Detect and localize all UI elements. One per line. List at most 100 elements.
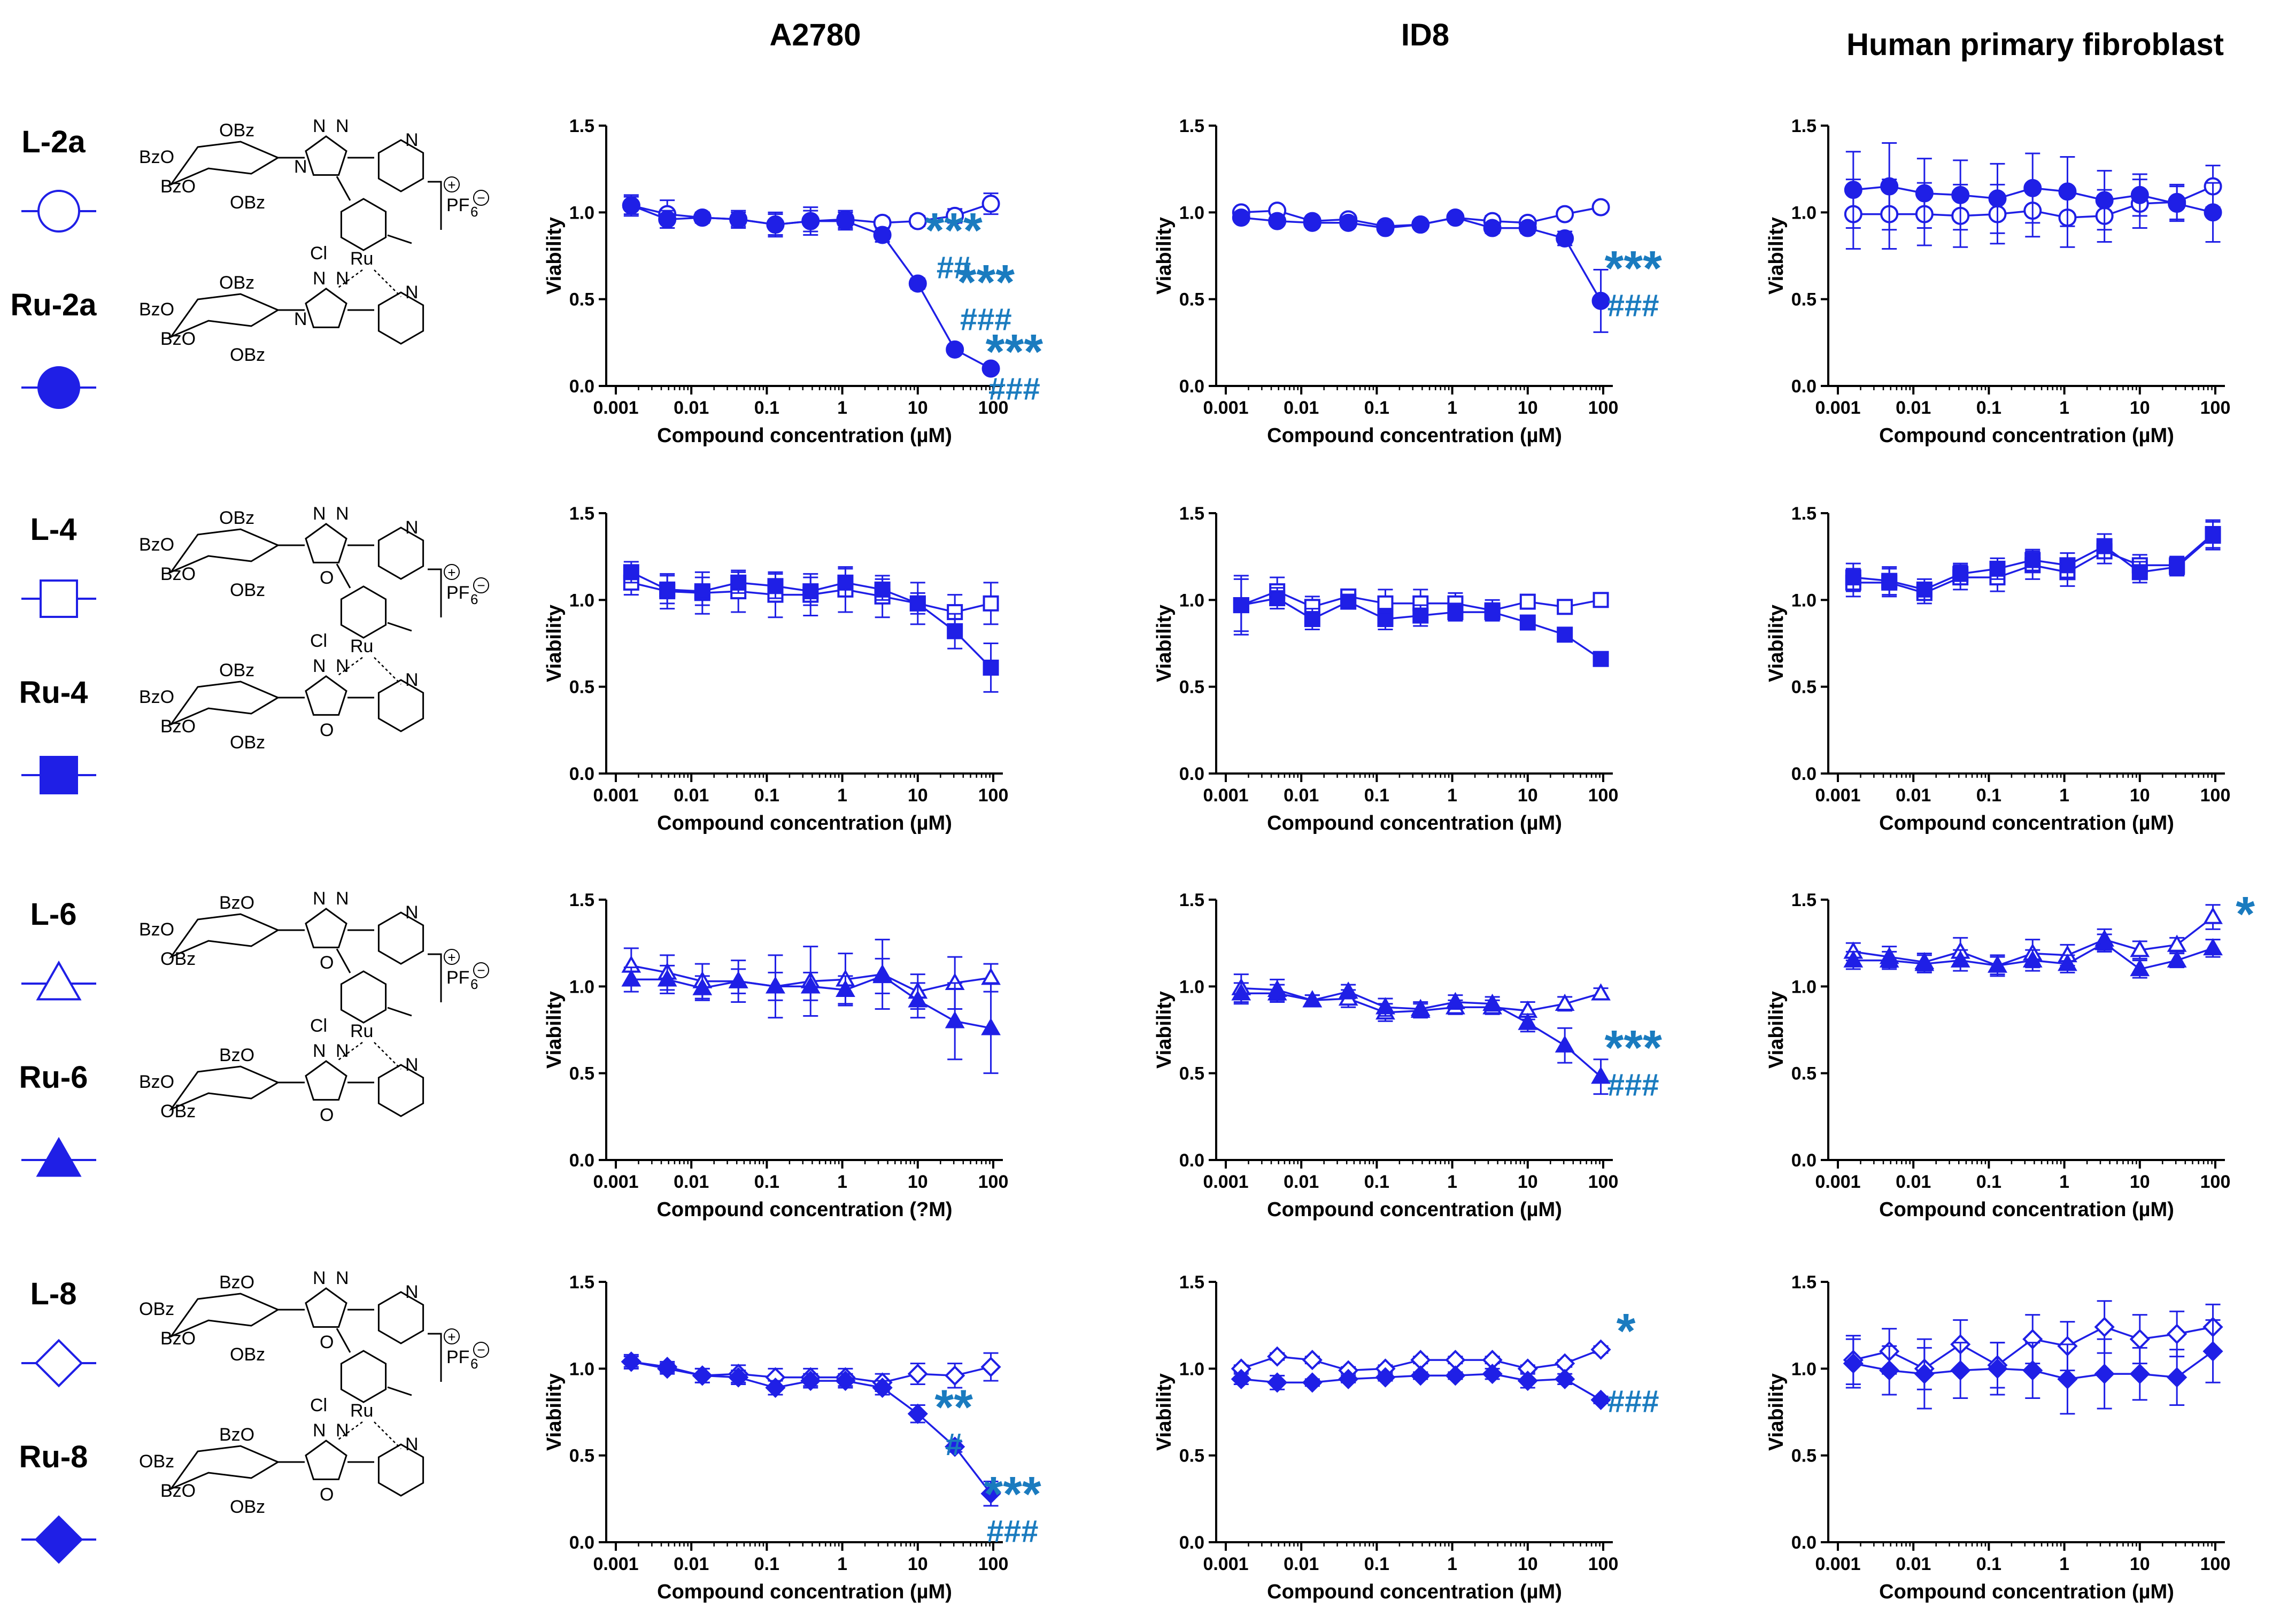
data-point-ru-2a [1556,229,1574,248]
data-point-ru-4 [623,564,639,581]
x-tick-label: 0.01 [1896,398,1931,418]
data-point-l-8 [1267,1346,1288,1367]
x-tick-label: 0.01 [1284,398,1319,418]
sugar-substituent-label: BzO [139,147,174,167]
data-point-l-8 [945,1365,965,1386]
data-point-ru-4 [767,578,784,594]
x-tick-label: 1 [837,785,847,806]
column-titles: A2780 ID8 Human primary fibroblast [770,18,2224,62]
data-point-l-8 [1302,1350,1323,1371]
x-tick-label: 0.1 [1976,1554,2001,1574]
y-tick-label: 0.0 [569,1533,594,1553]
data-point-ru-4 [1845,569,1861,586]
sugar-substituent-label: BzO [219,1272,254,1293]
significance-hashes: ### [988,372,1040,407]
atom-label-cl: Cl [310,1395,327,1416]
x-tick-label: 1 [837,1554,847,1574]
y-tick-label: 0.5 [1791,1064,1817,1084]
data-point-ru-4 [2024,552,2041,568]
data-point-ru-8 [657,1358,678,1379]
sugar-substituent-label: BzO [139,535,174,555]
y-tick-label: 0.0 [1179,1533,1204,1553]
significance-annotation: ***### [957,256,1015,337]
square-open-legend-icon [40,579,78,618]
data-point-ru-4 [1952,566,1969,582]
atom-label-n: N [294,309,307,329]
data-point-ru-2a [693,208,712,227]
charge-circle [473,577,489,593]
x-tick-label: 10 [908,1554,928,1574]
data-point-ru-6 [1591,1066,1611,1084]
x-tick-label: 0.001 [1815,785,1860,806]
x-axis-title: Compound concentration (µM) [1267,812,1562,834]
data-point-ru-2a [836,212,855,230]
data-point-ru-4 [1881,573,1898,589]
x-axis-title: Compound concentration (?M) [656,1198,952,1221]
data-point-ru-4 [837,574,854,591]
column-title-human-primary-fibroblast: Human primary fibroblast [1846,27,2224,62]
data-point-ru-8 [1555,1368,1575,1389]
bond [336,563,351,589]
y-tick-label: 0.5 [1791,1446,1817,1466]
y-tick-label: 1.0 [1179,590,1204,610]
data-point-ru-8 [2129,1363,2150,1385]
y-tick-label: 1.5 [1179,116,1204,136]
triangle-open-legend-icon [36,960,82,1001]
charge-plus-label: + [447,949,455,965]
data-point-ru-8 [2094,1363,2115,1385]
y-tick-label: 1.0 [1179,1359,1204,1379]
x-tick-label: 0.1 [1364,1554,1389,1574]
atom-label-n: N [336,504,349,524]
data-point-ru-8 [1338,1368,1359,1389]
x-tick-label: 10 [908,1172,928,1192]
data-point-ru-6 [1410,999,1431,1016]
x-tick-label: 10 [908,398,928,418]
pyridine-ring [377,911,424,965]
atom-label-o: O [320,1105,334,1125]
data-point-ru-6 [728,971,748,988]
data-point-ru-2a [766,215,785,234]
legend-entry-ru-6: Ru-6 [19,1060,96,1177]
data-point-ru-6 [1446,992,1465,1009]
significance-stars: *** [1604,242,1662,296]
x-tick-label: 0.1 [1976,785,2001,806]
data-point-ru-4 [1519,614,1536,631]
x-tick-label: 1 [837,398,847,418]
data-point-ru-6 [1555,1035,1575,1053]
pyridine-ring [377,1291,424,1344]
significance-hashes: ### [1607,1385,1659,1419]
sugar-substituent-label: OBz [219,273,254,293]
y-tick-label: 1.5 [1791,890,1817,910]
data-point-ru-2a [1951,185,1970,204]
sugar-substituent-label: OBz [139,1299,174,1319]
x-tick-label: 1 [1447,1554,1457,1574]
counterion-label: PF [446,195,469,215]
y-tick-label: 0.0 [569,1150,594,1171]
data-point-ru-4 [802,583,819,600]
data-point-ru-8 [980,1483,1001,1504]
x-axis-title: Compound concentration (µM) [1267,1581,1562,1603]
sugar-substituent-label: BzO [139,1072,174,1092]
bond [336,1328,351,1353]
legend-entry-l-6: L-6 [21,897,96,1001]
y-tick-label: 0.0 [1791,764,1817,784]
sugar-substituent-label: OBz [219,120,254,141]
y-axis-title: Viability [1153,605,1176,682]
significance-hashes: ### [1607,1068,1659,1102]
data-point-ru-6 [908,990,928,1008]
pyridine-ring [377,1443,424,1497]
y-axis-title: Viability [1153,991,1176,1069]
data-point-l-6 [2203,907,2223,924]
data-point-ru-8 [2202,1341,2223,1362]
data-point-l-2a [1591,198,1610,216]
data-point-ru-2a [2023,179,2042,197]
cymene-ring [340,970,387,1024]
compound-label-ru-2a: Ru-2a [10,288,97,322]
coordination-bond [374,1421,401,1449]
significance-annotation: **# [934,1380,973,1462]
atom-label-n: N [336,116,349,136]
series-ru-2a [1232,208,1610,333]
data-point-ru-6 [1338,981,1358,999]
y-axis-title: Viability [543,605,566,682]
